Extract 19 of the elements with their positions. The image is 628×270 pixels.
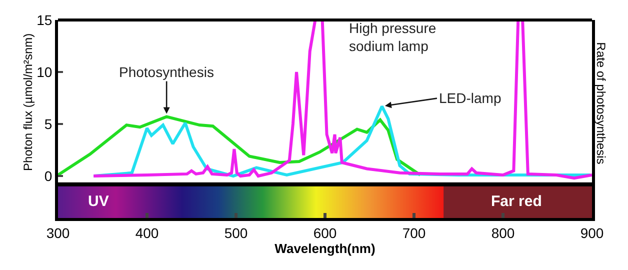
series-label: High pressure sodium lamp (349, 20, 436, 54)
y-tick-label: 10 (36, 64, 52, 80)
y-tick-label: 0 (44, 168, 52, 184)
y-axis-title: Photon flux (µmol/m²snm) (20, 33, 35, 171)
y2-axis-title: Rate of photosynthesis (594, 42, 608, 164)
x-tick-label: 400 (135, 224, 159, 241)
text: Photosynthesis (119, 64, 214, 80)
x-tick-label: 700 (402, 224, 426, 241)
x-tick-label: 300 (46, 224, 70, 241)
text: Far red (491, 193, 542, 210)
x-tick-label: 600 (313, 224, 337, 241)
x-tick-label: 900 (580, 224, 604, 241)
y-tick-label: 5 (44, 116, 52, 132)
y-tick-label: 15 (36, 12, 52, 28)
x-axis-title: Wavelength(nm) (274, 240, 376, 256)
text: UV (88, 193, 109, 210)
x-tick-label: 800 (491, 224, 515, 241)
text: LED-lamp (439, 90, 502, 106)
x-tick-label: 500 (224, 224, 248, 241)
